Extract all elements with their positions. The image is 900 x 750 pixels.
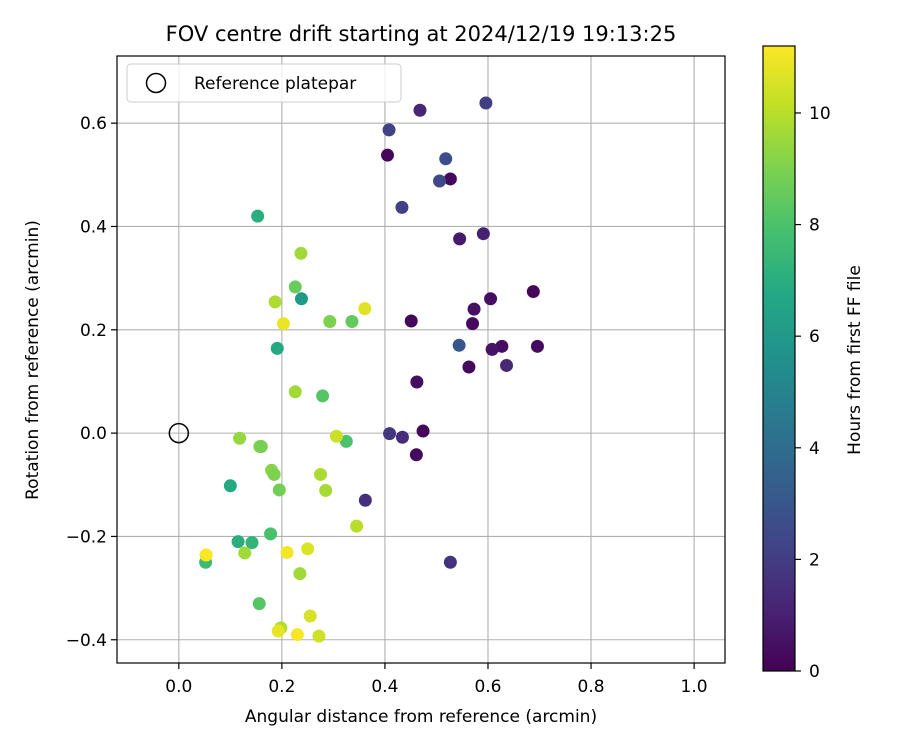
scatter-point	[314, 467, 328, 481]
scatter-point	[251, 209, 265, 223]
scatter-point	[495, 339, 509, 353]
scatter-point	[303, 609, 317, 623]
scatter-point	[245, 536, 259, 550]
colorbar-tick-label: 8	[809, 216, 820, 236]
scatter-point	[319, 483, 333, 497]
y-axis-label: Rotation from reference (arcmin)	[23, 220, 43, 500]
scatter-point	[350, 519, 364, 533]
scatter-point	[476, 227, 490, 241]
scatter-point	[526, 285, 540, 299]
y-tick-label: −0.2	[66, 527, 107, 547]
colorbar-ticks: 0 2 4 6 8 10	[795, 104, 831, 682]
x-tick-label: 0.0	[165, 677, 192, 697]
scatter-point	[479, 96, 493, 110]
scatter-point	[443, 555, 457, 569]
scatter-point	[358, 302, 372, 316]
scatter-point	[433, 174, 447, 188]
scatter-point	[395, 200, 409, 214]
scatter-point	[416, 424, 430, 438]
scatter-point	[467, 302, 481, 316]
scatter-point	[500, 358, 514, 372]
x-tick-label: 0.4	[371, 677, 398, 697]
legend-box	[126, 63, 402, 103]
scatter-point	[301, 542, 315, 556]
scatter-point	[530, 339, 544, 353]
scatter-point	[252, 597, 266, 611]
scatter-point	[271, 624, 285, 638]
scatter-point	[485, 342, 499, 356]
scatter-point	[345, 315, 359, 329]
scatter-point	[268, 295, 282, 309]
x-tick-label: 0.2	[268, 677, 295, 697]
colorbar-tick-label: 10	[809, 104, 831, 124]
scatter-point	[329, 429, 343, 443]
scatter-point	[316, 389, 330, 403]
reference-platepar-marker	[168, 422, 190, 444]
legend: Reference platepar	[126, 63, 402, 103]
x-tick-label: 1.0	[681, 677, 708, 697]
x-axis-ticks: 0.0 0.2 0.4 0.6 0.8 1.0	[165, 663, 708, 697]
y-tick-label: 0.2	[80, 321, 107, 341]
scatter-point	[484, 292, 498, 306]
scatter-point	[413, 103, 427, 117]
legend-marker-icon	[145, 72, 167, 94]
x-tick-label: 0.8	[578, 677, 605, 697]
x-axis-label: Angular distance from reference (arcmin)	[245, 707, 597, 727]
scatter-point	[382, 123, 396, 137]
grid-lines	[117, 56, 725, 663]
scatter-point	[270, 341, 284, 355]
scatter-point	[439, 152, 453, 166]
scatter-point	[293, 567, 307, 581]
scatter-point	[233, 431, 247, 445]
scatter-point	[288, 385, 302, 399]
scatter-point	[383, 427, 397, 441]
scatter-point	[254, 440, 268, 454]
scatter-point	[404, 314, 418, 328]
colorbar-tick-label: 0	[809, 662, 820, 682]
colorbar-tick-label: 6	[809, 327, 820, 347]
y-tick-label: 0.6	[80, 114, 107, 134]
colorbar-label: Hours from first FF file	[845, 265, 865, 455]
y-tick-label: 0.0	[80, 424, 107, 444]
scatter-point	[323, 315, 337, 329]
scatter-point	[294, 292, 308, 306]
scatter-point	[290, 628, 304, 642]
colorbar-tick-label: 4	[809, 439, 820, 459]
scatter-point	[395, 430, 409, 444]
scatter-point	[381, 148, 395, 162]
scatter-point	[272, 483, 286, 497]
scatter-point	[231, 535, 245, 549]
scatter-point	[339, 434, 353, 448]
scatter-point	[409, 448, 423, 462]
y-tick-label: −0.4	[66, 631, 107, 651]
scatter-point	[452, 338, 466, 352]
scatter-point	[462, 360, 476, 374]
scatter-point	[358, 493, 372, 507]
x-tick-label: 0.6	[474, 677, 501, 697]
scatter-point	[264, 527, 278, 541]
scatter-point	[223, 479, 237, 493]
scatter-point	[238, 546, 252, 560]
scatter-point	[453, 232, 467, 246]
scatter-point	[466, 317, 480, 331]
data-points	[199, 96, 544, 643]
scatter-point	[288, 280, 302, 294]
y-axis-ticks: −0.4 −0.2 0.0 0.2 0.4 0.6	[66, 114, 117, 651]
scatter-point	[280, 545, 294, 559]
plot-frame	[116, 55, 726, 664]
scatter-point	[410, 375, 424, 389]
chart-title: FOV centre drift starting at 2024/12/19 …	[166, 22, 677, 46]
scatter-point	[443, 172, 457, 186]
scatter-point	[294, 246, 308, 260]
scatter-point	[267, 467, 281, 481]
colorbar: 0 2 4 6 8 10 Hours from first FF file	[762, 45, 865, 682]
y-tick-label: 0.4	[80, 217, 107, 237]
legend-label: Reference platepar	[194, 74, 356, 94]
colorbar-tick-label: 2	[809, 550, 820, 570]
colorbar-gradient	[762, 45, 796, 672]
scatter-point	[312, 629, 326, 643]
scatter-point	[276, 317, 290, 331]
scatter-point	[199, 548, 213, 562]
